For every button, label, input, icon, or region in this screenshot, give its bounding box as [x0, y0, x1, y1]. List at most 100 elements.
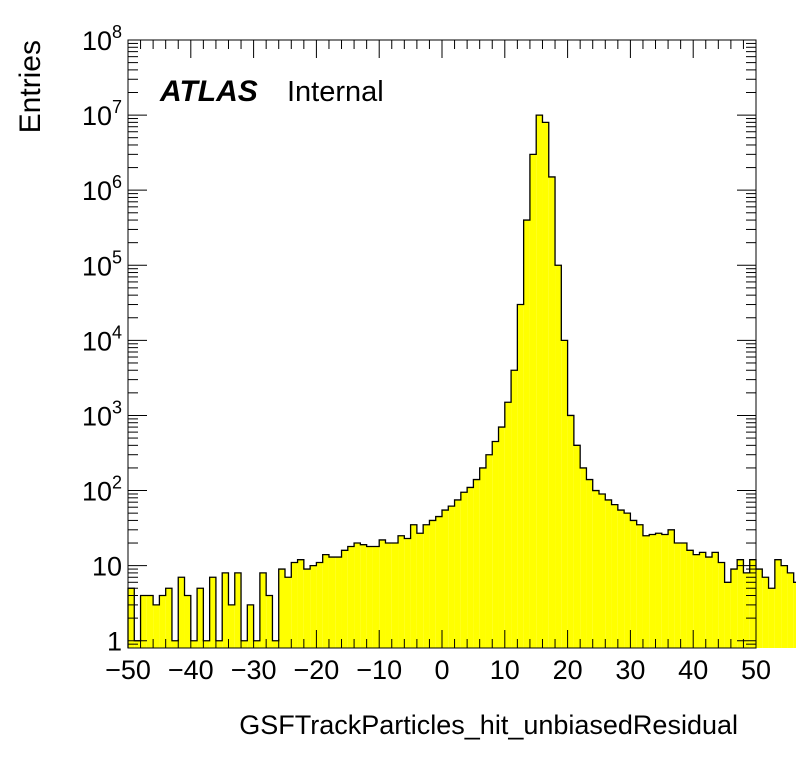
y-tick-label: 103: [82, 397, 122, 431]
histogram-bin: [762, 577, 769, 648]
y-tick-label: 104: [82, 322, 122, 356]
histogram-bin: [511, 370, 518, 648]
histogram-bin: [165, 588, 172, 648]
histogram-bin: [523, 220, 530, 649]
x-axis-label: GSFTrackParticles_hit_unbiasedResidual: [239, 710, 738, 740]
x-tick-label: 30: [615, 655, 645, 685]
histogram-bin: [153, 604, 160, 648]
histogram-bin: [159, 595, 166, 648]
histogram-bin: [529, 154, 537, 649]
histogram-bin: [360, 544, 367, 648]
histogram-bin: [561, 340, 568, 648]
x-tick-label: −50: [105, 655, 151, 685]
histogram-bin: [379, 539, 386, 648]
x-tick-label: 50: [741, 655, 771, 685]
histogram-bin: [372, 546, 380, 648]
histogram-bin: [787, 572, 794, 648]
histogram-bin: [278, 569, 285, 648]
histogram-bin: [774, 559, 782, 648]
histogram-bin: [234, 572, 242, 648]
x-tick-label: 40: [678, 655, 708, 685]
x-tick-label: −30: [231, 655, 277, 685]
histogram-bin: [630, 520, 637, 648]
histogram-bin: [448, 506, 455, 648]
histogram-bin: [310, 565, 317, 648]
histogram-bin: [398, 535, 405, 648]
histogram-bin: [215, 640, 223, 648]
x-tick-label: 0: [434, 655, 449, 685]
histogram-bin: [285, 577, 292, 648]
histogram-bin: [661, 534, 669, 648]
histogram-bin: [479, 467, 486, 648]
histogram-bin: [699, 552, 706, 648]
histogram-bin: [454, 499, 461, 648]
histogram-bin: [743, 572, 750, 648]
y-tick-label: 102: [82, 473, 122, 507]
histogram-bin: [668, 529, 675, 648]
x-tick-label: −20: [293, 655, 339, 685]
histogram-bin: [504, 402, 512, 648]
histogram-bin: [592, 490, 599, 648]
histogram-bin: [410, 524, 417, 648]
histogram-bin: [354, 543, 361, 648]
histogram-bin: [366, 546, 373, 648]
histogram-bin: [724, 582, 731, 648]
histogram-bin: [737, 559, 744, 648]
histogram-bin: [335, 557, 342, 648]
histogram-bin: [536, 115, 543, 648]
histogram-bin: [228, 604, 235, 648]
histogram-bin: [567, 415, 574, 648]
histogram-bin: [674, 543, 681, 648]
x-tick-label: 10: [490, 655, 520, 685]
histogram-bin: [467, 487, 474, 648]
y-tick-labels: 1 10 102 103 104 105 106 107 108: [82, 22, 122, 657]
histogram-bin: [247, 604, 254, 648]
atlas-label: ATLAS: [159, 75, 258, 108]
histogram-bin: [580, 467, 587, 648]
histogram-bin: [253, 640, 260, 648]
histogram-bin: [705, 557, 713, 648]
histogram-bin: [586, 479, 593, 648]
histogram-bin: [756, 569, 763, 648]
histogram-bin: [611, 504, 618, 648]
histogram-bin: [442, 510, 449, 648]
histogram-bin: [241, 640, 248, 648]
y-tick-label: 105: [82, 247, 122, 281]
histogram-bin: [498, 427, 505, 648]
histogram-bin: [492, 441, 499, 648]
x-tick-label: −40: [168, 655, 214, 685]
histogram-bin: [404, 538, 411, 648]
histogram-bin: [718, 562, 725, 648]
histogram-bin: [328, 557, 336, 648]
histogram-bin: [768, 588, 775, 648]
histogram-bin: [636, 524, 643, 648]
histogram-bin: [649, 534, 656, 648]
histogram-bin: [517, 304, 524, 648]
histogram-bin: [266, 595, 273, 648]
y-tick-label: 1: [107, 627, 122, 657]
histogram-bin: [316, 562, 323, 648]
histogram-bin: [222, 572, 229, 648]
histogram-bin: [391, 543, 399, 648]
histogram-bin: [416, 533, 424, 648]
histogram-bin: [146, 595, 154, 648]
histogram-bin: [272, 640, 279, 648]
histogram-bin: [599, 493, 606, 648]
histogram-bin: [209, 577, 216, 648]
histogram-bin: [781, 565, 788, 648]
histogram-bin: [303, 569, 311, 648]
histogram-bin: [385, 543, 392, 648]
histogram-bin: [712, 552, 719, 648]
histogram-bin: [793, 582, 796, 648]
histogram-bin: [259, 572, 267, 648]
histogram-bin: [749, 559, 756, 648]
histogram-bin: [642, 535, 650, 648]
y-tick-label: 106: [82, 172, 122, 206]
histogram-bin: [322, 554, 329, 648]
x-tick-labels: −50 −40 −30 −20 −10 0 10 20 30 40 50: [105, 655, 771, 685]
y-tick-label: 108: [82, 22, 122, 56]
histogram-outline: [127, 114, 796, 648]
x-tick-label: 20: [553, 655, 583, 685]
histogram-bin: [573, 445, 581, 648]
